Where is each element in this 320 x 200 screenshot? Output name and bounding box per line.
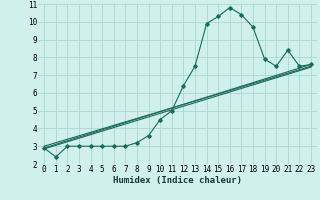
- X-axis label: Humidex (Indice chaleur): Humidex (Indice chaleur): [113, 176, 242, 185]
